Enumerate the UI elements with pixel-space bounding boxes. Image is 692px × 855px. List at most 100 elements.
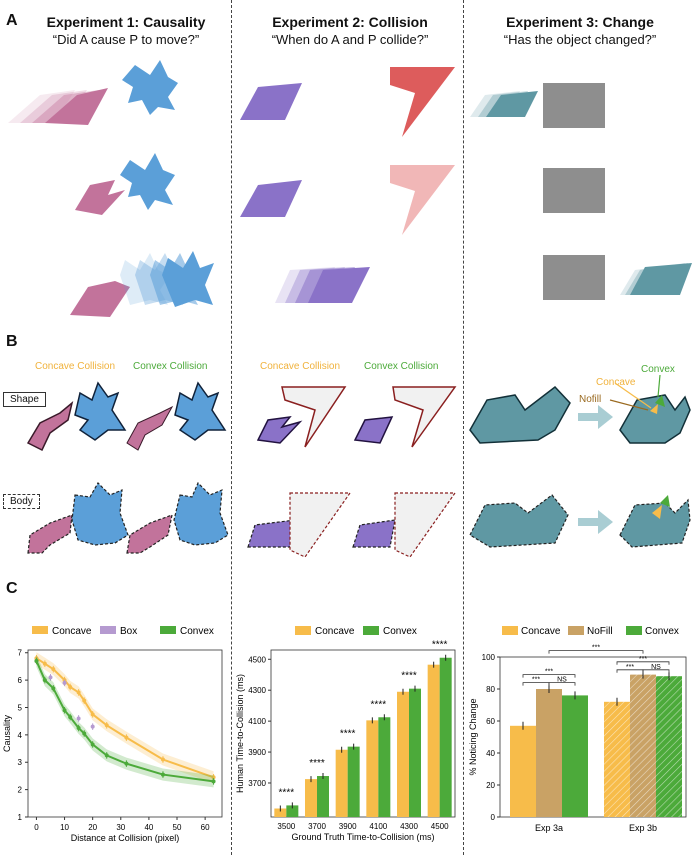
b-body-change-arrow	[578, 510, 613, 534]
x-tick-label: 10	[60, 823, 69, 832]
significance-label: ****	[340, 729, 356, 740]
b-body-label: Body	[3, 494, 40, 509]
exp3-row1-occluder	[543, 83, 605, 128]
sig-3b-concave-convex-label: ***	[639, 656, 647, 663]
y-tick-label: 2	[18, 786, 23, 795]
point-concave	[68, 684, 73, 689]
point-convex	[90, 742, 95, 747]
exp3-row3-object	[620, 263, 692, 295]
exp1-row1-patient	[122, 60, 178, 115]
point-box	[76, 716, 81, 721]
significance-label: ****	[401, 671, 417, 682]
exp1-title: Experiment 1: Causality	[46, 14, 206, 30]
sig-3b-nofill-convex-label: NS	[651, 664, 661, 671]
b-body-concave-agent	[27, 514, 73, 554]
point-concave	[51, 667, 56, 672]
point-box	[48, 675, 53, 680]
b-convex-label-2: Convex Collision	[364, 361, 439, 372]
b-shape-concave-agent	[26, 400, 74, 452]
x-tick-label: Exp 3b	[629, 823, 657, 833]
legend-swatch-concave	[295, 626, 311, 635]
legend-swatch-concave	[32, 626, 48, 634]
b-change-concave-patch	[650, 404, 658, 414]
point-convex	[76, 726, 81, 731]
bar-convex-3900	[347, 746, 360, 817]
x-tick-label: 3900	[339, 822, 357, 831]
b-shape-concave-patient	[74, 381, 127, 441]
chart-time-to-collision: Concave Convex 3700 3900 4100 4300 4500 3500 ***…	[235, 626, 456, 842]
x-tick-label: 4100	[369, 822, 387, 831]
point-concave	[90, 712, 95, 717]
divider-left	[231, 0, 232, 855]
legend-swatch-convex	[626, 626, 642, 635]
point-concave	[76, 690, 81, 695]
b-shape-convex-patient-2	[392, 386, 457, 448]
point-convex	[82, 731, 87, 736]
x-tick-label: 4300	[400, 822, 418, 831]
exp1-row2-agent	[75, 180, 125, 215]
panel-a-illustration	[8, 60, 692, 317]
exp1-row2-patient	[120, 153, 175, 210]
legend-label-convex: Convex	[383, 626, 417, 637]
b-concave-label-1: Concave Collision	[35, 361, 116, 372]
point-box	[62, 680, 67, 685]
panel-letter-c: C	[6, 580, 18, 597]
exp2-row1-agent	[240, 83, 302, 120]
b-shape-change-arrow	[578, 405, 613, 429]
panel-letter-a: A	[6, 12, 18, 29]
legend-swatch-convex	[160, 626, 176, 634]
exp3-row3-occluder	[543, 255, 605, 300]
bar-convex-4300	[409, 688, 421, 817]
b-change-convex-patch	[655, 395, 665, 407]
chart-causality: Concave Box Convex 0 10 20 30 40 50 60 1 2 3 4 5 6 7 Dist…	[2, 626, 223, 843]
y-tick-label: 7	[18, 649, 23, 658]
legend-swatch-concave	[502, 626, 518, 635]
b-convex-label-1: Convex Collision	[133, 361, 208, 372]
point-concave	[42, 661, 47, 666]
b-shape-label: Shape	[3, 392, 46, 407]
y-tick-label: 3	[18, 758, 23, 767]
x-tick-label: 0	[34, 823, 39, 832]
x-tick-label: Exp 3a	[535, 823, 563, 833]
bar-concave-4500	[427, 664, 440, 817]
bar-convex-exp-3b	[656, 676, 682, 817]
x-axis-label: Distance at Collision (pixel)	[71, 833, 180, 843]
point-convex	[211, 779, 216, 784]
b-body-change-convex-patch	[660, 495, 670, 507]
panel-b-illustration	[26, 375, 691, 558]
y-tick-label: 3900	[248, 748, 266, 757]
b-body-change-target	[619, 498, 691, 548]
bar-convex-3500	[286, 805, 299, 817]
legend-label-nofill: NoFill	[587, 626, 613, 637]
bar-concave-3700	[305, 779, 317, 817]
y-tick-label: 4300	[248, 686, 266, 695]
point-box	[90, 724, 95, 729]
sig-3a-concave-nofill-label: ***	[532, 677, 540, 684]
x-tick-label: 4500	[431, 822, 449, 831]
exp2-row1-patient	[390, 67, 455, 137]
sig-3a-nofill-convex-bracket	[548, 682, 576, 686]
b-change-nofill-label: Nofill	[579, 394, 602, 405]
b-body-change-patch	[652, 505, 662, 519]
point-concave	[211, 775, 216, 780]
bar-convex-exp-3a	[562, 695, 588, 817]
sig-3b-nofill-convex-bracket	[642, 669, 670, 673]
y-axis-label: % Noticing Change	[468, 698, 478, 775]
legend-label-concave: Concave	[52, 626, 92, 637]
b-body-convex-agent-2	[352, 519, 396, 548]
exp2-title: Experiment 2: Collision	[272, 14, 428, 30]
significance-label: ****	[371, 699, 387, 710]
bar-concave-3900	[335, 749, 348, 817]
bar-nofill-exp-3b	[630, 674, 656, 817]
b-shape-concave-agent-2	[256, 416, 303, 444]
exp2-question: “When do A and P collide?”	[271, 32, 429, 47]
b-body-convex-agent	[126, 514, 173, 554]
y-tick-label: 80	[486, 685, 495, 694]
x-tick-label: 50	[173, 823, 182, 832]
exp2-row3-agent	[275, 267, 370, 303]
sig-3a-nofill-convex-label: NS	[557, 677, 567, 684]
point-concave	[82, 698, 87, 703]
exp2-row2-agent	[240, 180, 302, 217]
y-tick-label: 4100	[248, 717, 266, 726]
y-tick-label: 4	[18, 731, 23, 740]
